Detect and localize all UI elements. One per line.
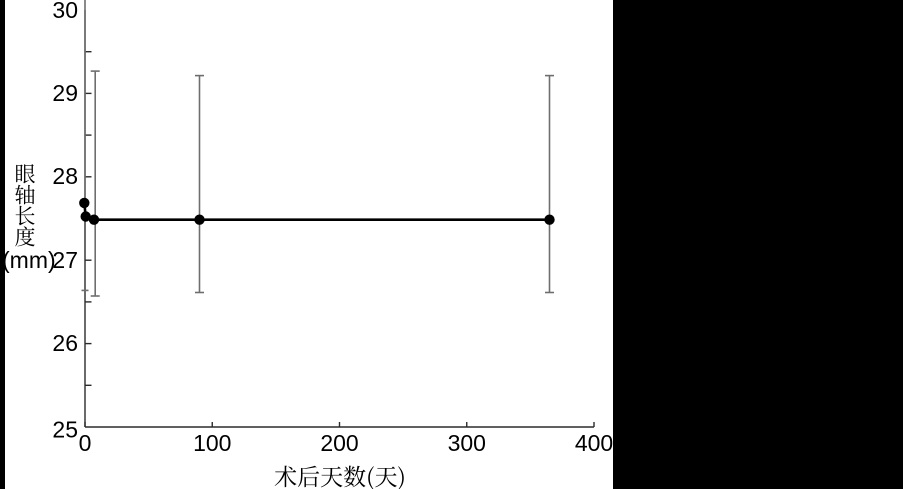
svg-text:200: 200 [320,430,358,456]
svg-text:术后天数(天): 术后天数(天) [274,459,406,489]
svg-text:25: 25 [52,417,78,443]
svg-text:100: 100 [193,430,231,456]
svg-text:(mm): (mm) [2,247,56,273]
svg-text:300: 300 [448,430,486,456]
svg-text:27: 27 [52,247,78,273]
svg-text:28: 28 [52,163,78,189]
svg-text:400: 400 [575,430,613,456]
svg-text:26: 26 [52,330,78,356]
svg-text:29: 29 [52,80,78,106]
svg-text:0: 0 [79,430,92,456]
svg-text:30: 30 [52,0,78,23]
